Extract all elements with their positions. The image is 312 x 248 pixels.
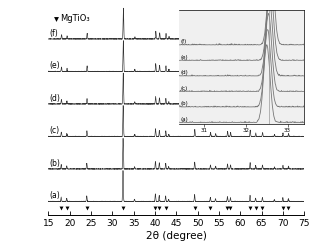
Text: (a): (a) xyxy=(50,191,61,200)
Text: (d): (d) xyxy=(180,70,188,75)
Text: (f): (f) xyxy=(50,29,58,38)
Text: (e): (e) xyxy=(180,55,188,60)
Text: (c): (c) xyxy=(50,126,60,135)
Text: (d): (d) xyxy=(50,94,61,103)
Text: (c): (c) xyxy=(180,86,188,91)
Text: (f): (f) xyxy=(180,39,187,44)
Text: (b): (b) xyxy=(50,159,61,168)
Text: (a): (a) xyxy=(180,117,188,122)
Text: (e): (e) xyxy=(50,61,60,70)
Text: MgTiO₃: MgTiO₃ xyxy=(60,14,90,23)
X-axis label: 2θ (degree): 2θ (degree) xyxy=(146,231,207,241)
Text: (b): (b) xyxy=(180,101,188,106)
